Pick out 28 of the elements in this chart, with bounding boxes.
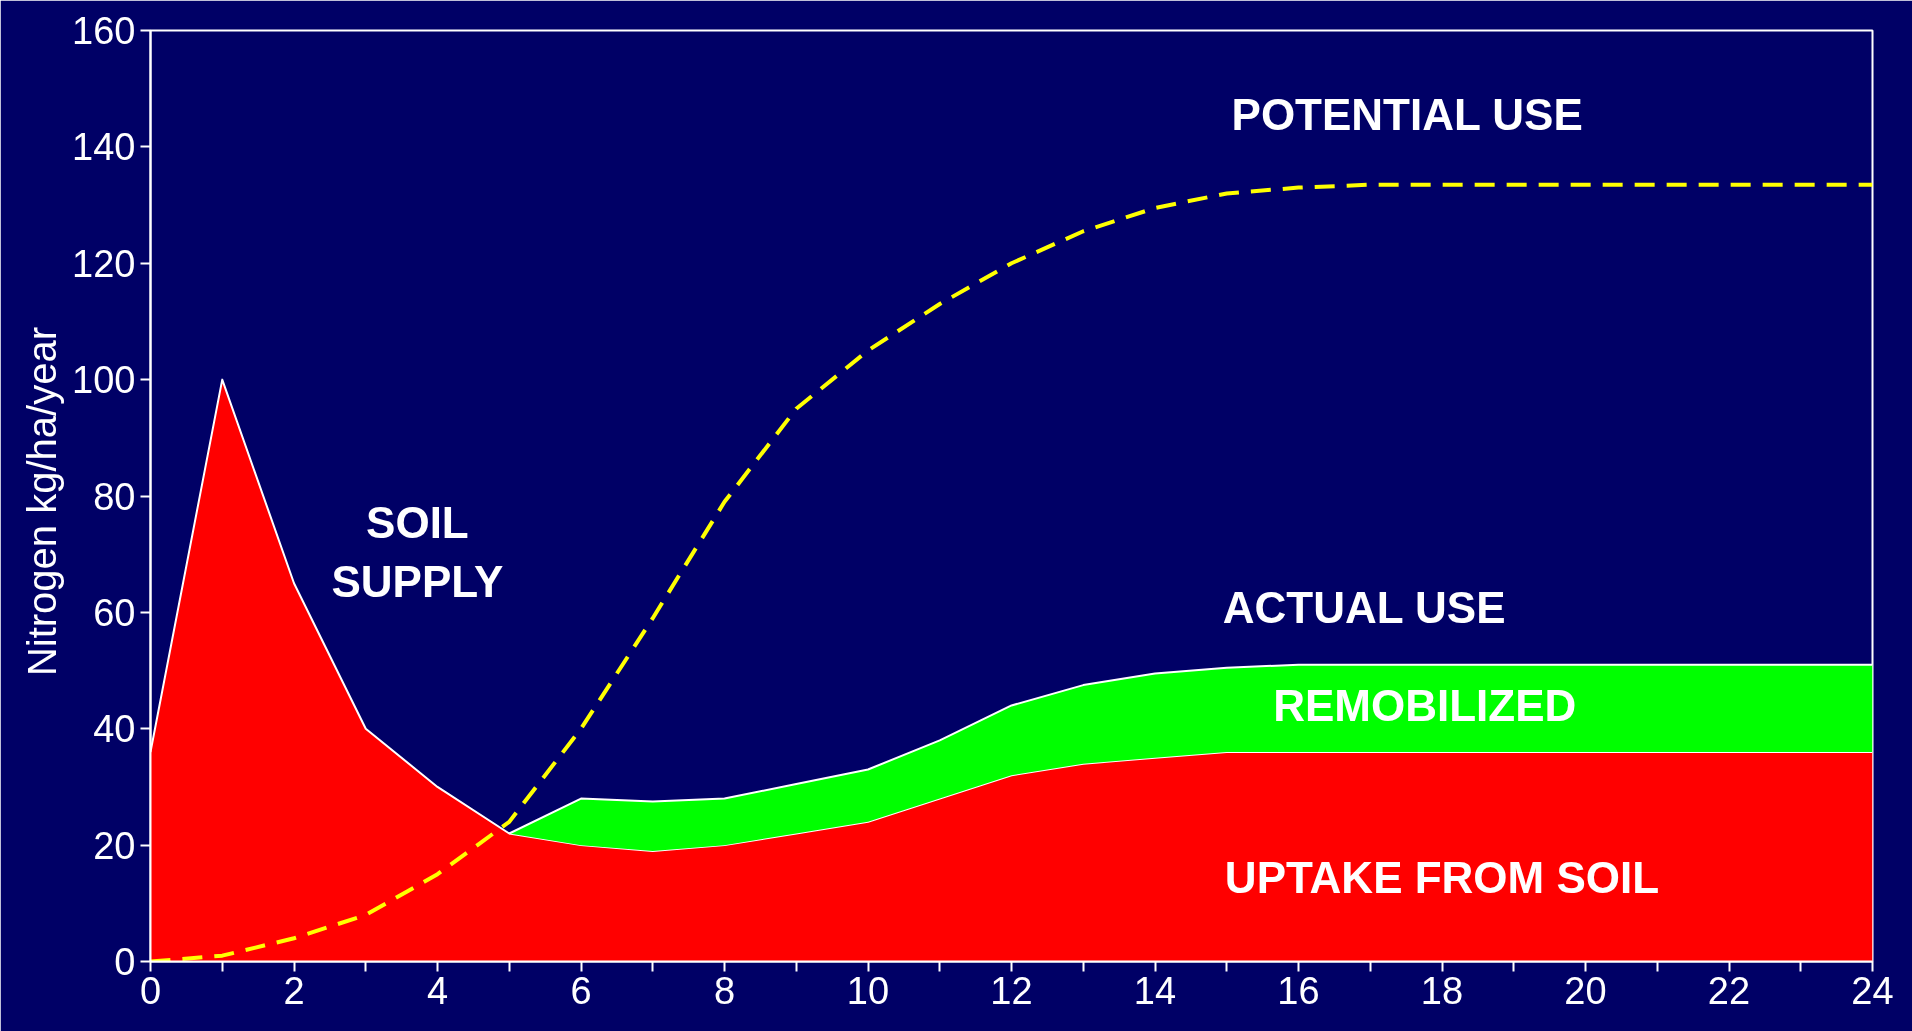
- x-tick-label: 0: [139, 969, 162, 1012]
- y-tick-label: 120: [72, 242, 136, 285]
- y-tick-label: 60: [93, 591, 136, 634]
- y-tick-label: 160: [72, 10, 136, 52]
- y-tick-label: 20: [93, 824, 136, 867]
- x-tick-label: 14: [1133, 969, 1177, 1012]
- y-tick-label: 40: [93, 708, 136, 751]
- y-tick-label: 140: [72, 126, 136, 169]
- annotation: SOIL SUPPLY: [331, 497, 504, 606]
- annotation: REMOBILIZED: [1273, 680, 1577, 730]
- x-tick-label: 8: [713, 969, 736, 1012]
- x-tick-label: 12: [990, 969, 1033, 1012]
- y-tick-label: 0: [114, 941, 136, 983]
- y-tick-label: 80: [93, 475, 136, 518]
- x-tick-label: 24: [1851, 969, 1894, 1012]
- x-tick-label: 16: [1277, 969, 1320, 1012]
- annotation: POTENTIAL USE: [1231, 89, 1583, 139]
- annotation: ACTUAL USE: [1222, 583, 1506, 633]
- y-tick-label: 100: [72, 359, 136, 402]
- y-axis-title: Nitrogen kg/ha/year: [20, 327, 65, 677]
- x-tick-label: 4: [426, 969, 449, 1012]
- x-tick-label: 22: [1707, 969, 1751, 1012]
- x-tick-label: 20: [1564, 969, 1607, 1012]
- x-tick-label: 18: [1420, 969, 1464, 1012]
- x-tick-label: 10: [846, 969, 890, 1012]
- x-tick-label: 2: [283, 969, 305, 1012]
- annotation: UPTAKE FROM SOIL: [1224, 853, 1660, 903]
- x-tick-label: 6: [570, 969, 592, 1012]
